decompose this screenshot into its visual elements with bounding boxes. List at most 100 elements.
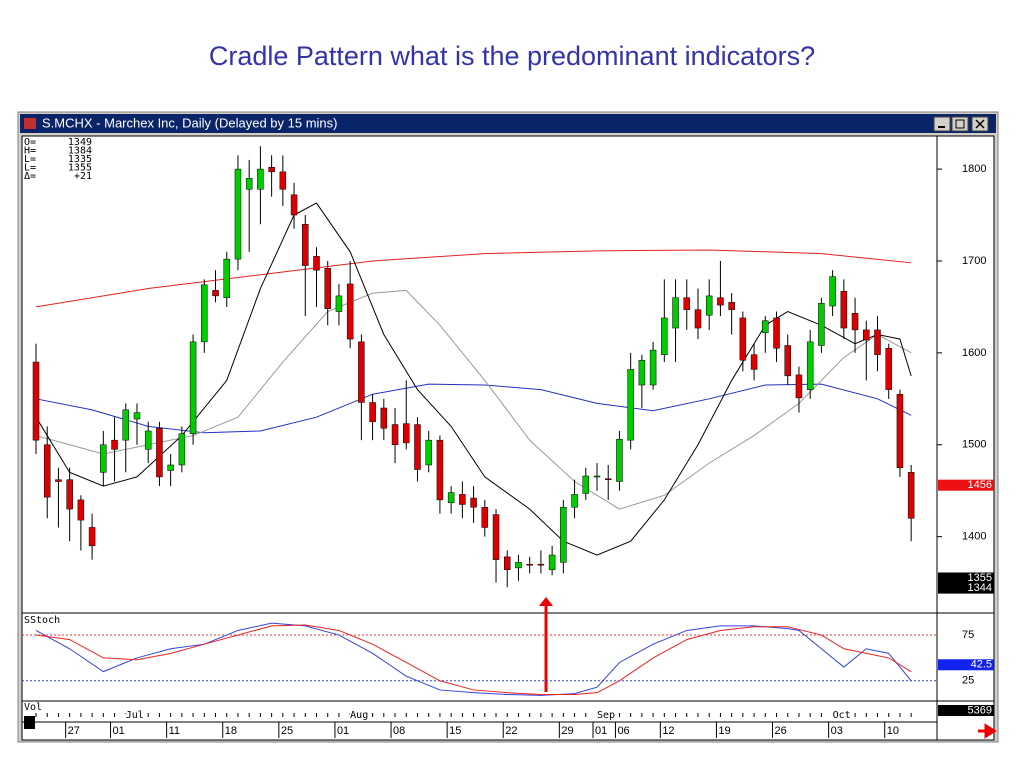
date-label: 19 xyxy=(718,725,730,737)
candle-body xyxy=(481,506,489,528)
date-label: 18 xyxy=(225,725,237,737)
month-label: Sep xyxy=(597,710,615,721)
stoch-label: SStoch xyxy=(24,615,60,626)
candle-body xyxy=(593,475,601,478)
candle-body xyxy=(863,329,870,341)
indicator-line xyxy=(35,289,912,510)
info-label: O= xyxy=(24,137,36,148)
date-label: 15 xyxy=(449,725,461,737)
volume-label: Vol xyxy=(24,702,42,713)
candle-body xyxy=(335,295,343,312)
price-tag-label: 1456 xyxy=(968,479,992,491)
candle-body xyxy=(806,341,814,390)
candle-body xyxy=(627,369,634,441)
y-tick-label: 1500 xyxy=(962,439,986,451)
candle-body xyxy=(77,499,85,521)
candle-body xyxy=(43,444,51,498)
candle-body xyxy=(616,438,623,482)
info-value: 1384 xyxy=(68,146,92,157)
candle-body xyxy=(88,527,96,547)
candle-body xyxy=(503,556,511,570)
candle-body xyxy=(447,492,455,503)
date-label: 01 xyxy=(595,725,607,737)
candle-body xyxy=(548,554,556,570)
indicator-line xyxy=(35,624,912,696)
candle-body xyxy=(705,295,713,316)
date-label: 29 xyxy=(561,725,573,737)
candle-body xyxy=(537,563,545,566)
stoch-tag xyxy=(938,659,994,671)
candle-body xyxy=(840,291,848,329)
candle-body xyxy=(122,409,130,441)
candle-body xyxy=(582,475,590,494)
candle-body xyxy=(257,168,264,190)
price-tag-label: 1344 xyxy=(968,582,992,594)
minimize-button[interactable] xyxy=(933,116,951,132)
candle-body xyxy=(515,562,522,569)
candle-body xyxy=(167,464,174,471)
candle-body xyxy=(604,478,612,481)
info-label: Δ= xyxy=(24,171,36,182)
month-label: Aug xyxy=(350,710,368,721)
candle-body xyxy=(279,171,287,190)
date-label: 12 xyxy=(662,725,674,737)
date-label: 26 xyxy=(775,725,787,737)
candle-body xyxy=(201,284,208,343)
title-bar xyxy=(20,114,996,133)
maximize-icon xyxy=(955,119,965,129)
candle-body xyxy=(268,166,275,173)
candle-body xyxy=(896,393,904,468)
candle-body xyxy=(571,494,578,508)
candle-body xyxy=(492,514,500,560)
candle-body xyxy=(156,427,163,478)
candle-body xyxy=(223,258,230,298)
candle-body xyxy=(638,359,646,386)
candle-body xyxy=(717,297,724,306)
candle-body xyxy=(245,178,253,190)
info-label: H= xyxy=(24,146,36,157)
y-tick-label: 1400 xyxy=(962,531,986,543)
candle-body xyxy=(672,297,679,329)
price-tag xyxy=(938,582,994,594)
candle-body xyxy=(100,444,107,473)
candle-body xyxy=(649,349,657,386)
date-label: 01 xyxy=(113,725,125,737)
candle-body xyxy=(470,497,477,508)
candle-body xyxy=(414,424,421,470)
app-icon xyxy=(24,118,36,129)
candle-body xyxy=(739,317,747,361)
volume-tag xyxy=(938,705,994,716)
candle-body xyxy=(358,341,365,403)
candle-body xyxy=(380,407,388,429)
info-value: 1349 xyxy=(68,137,92,148)
y-tick-label: 1600 xyxy=(962,347,986,359)
candle-body xyxy=(795,374,803,399)
maximize-button[interactable] xyxy=(951,116,969,132)
candle-body xyxy=(728,302,735,310)
candle-body xyxy=(212,290,219,297)
date-label: 01 xyxy=(337,725,349,737)
candle-body xyxy=(189,341,197,434)
candle-body xyxy=(55,479,62,482)
indicator-line xyxy=(35,622,912,696)
date-label: 25 xyxy=(281,725,293,737)
candle-body xyxy=(526,563,533,566)
info-label: L= xyxy=(24,154,36,165)
indicator-line xyxy=(35,202,912,556)
annotation-arrowhead xyxy=(539,597,553,606)
y-tick-label: 1800 xyxy=(962,163,986,175)
scroll-arrow[interactable] xyxy=(978,723,997,739)
window-title: S.MCHX - Marchex Inc, Daily (Delayed by … xyxy=(42,115,337,130)
date-label: 03 xyxy=(831,725,843,737)
indicator-line xyxy=(35,249,912,308)
candle-body xyxy=(369,402,376,423)
date-label: 08 xyxy=(393,725,405,737)
candle-body xyxy=(560,506,567,563)
date-label: 22 xyxy=(505,725,517,737)
candle-body xyxy=(874,329,881,355)
candle-body xyxy=(391,424,399,446)
candle-body xyxy=(818,302,825,346)
slide-title: Cradle Pattern what is the predominant i… xyxy=(209,41,815,71)
candle-body xyxy=(313,256,320,271)
candle-body xyxy=(436,439,444,501)
